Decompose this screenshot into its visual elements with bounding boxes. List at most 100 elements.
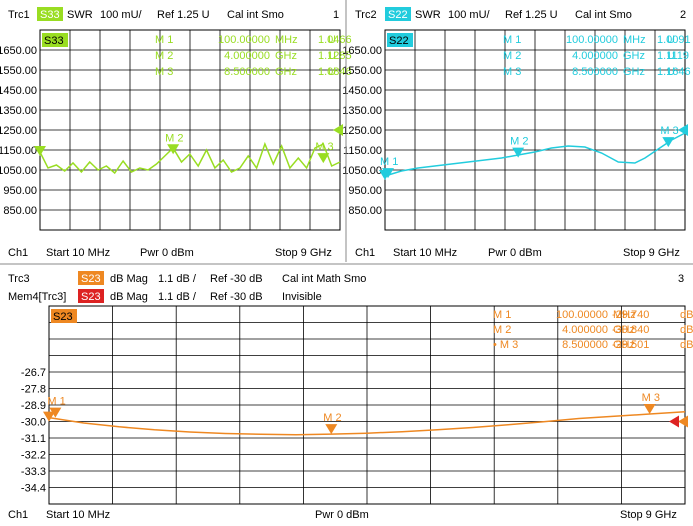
marker-readout-value: 1.1646 (657, 66, 691, 78)
marker-triangle[interactable] (325, 424, 338, 435)
marker-triangle[interactable] (317, 153, 330, 164)
marker-readout-value: -29.501 (612, 339, 649, 351)
trace-panel-1: Trc1 S33 SWR 100 mU/Ref 1.25 U Cal int Smo 1 8… (0, 7, 352, 259)
marker-label: M 3 (315, 141, 333, 153)
marker-readout-vunit: U (667, 50, 675, 62)
param-badge[interactable] (385, 7, 411, 21)
ref-level-arrow (333, 124, 343, 136)
y-tick-label: 1450.00 (0, 85, 37, 97)
marker-readout-unit: MHz (275, 34, 298, 46)
y-tick-label: 1250.00 (0, 125, 37, 137)
ref-level-arrow (678, 124, 688, 136)
marker-readout-name: M 1 (155, 34, 173, 46)
y-tick-label: -28.9 (21, 400, 46, 412)
grid-trace-badge (42, 33, 68, 47)
trace-line (39, 141, 341, 175)
format-label: dB Mag (110, 273, 148, 285)
marker-readout-value: 1.0466 (318, 34, 352, 46)
y-tick-label: 950.00 (348, 185, 382, 197)
marker-readout-name: M 2 (493, 324, 511, 336)
marker-triangle[interactable] (643, 404, 656, 415)
memory-param-badge[interactable] (78, 289, 104, 303)
y-tick-label: 1350.00 (0, 105, 37, 117)
marker-readout-freq: 100.00000 (566, 34, 618, 46)
param-badge[interactable] (37, 7, 63, 21)
stop-freq-label: Stop 9 GHz (275, 247, 332, 259)
marker-readout-name: M 2 (503, 50, 521, 62)
marker-readout-row[interactable]: M 2 4.000000 GHz-30.840 dB (493, 324, 693, 336)
trace-panel-3: Trc3 S23 dB Mag 1.1 dB / Ref -30 dB Cal int M… (8, 271, 693, 521)
y-tick-label: 1450.00 (342, 85, 382, 97)
y-tick-label: -32.2 (21, 450, 46, 462)
grid-trace-label: S22 (389, 35, 409, 47)
trace-line (384, 132, 686, 177)
marker-readout-value: 1.1119 (657, 50, 689, 62)
marker-readout-vunit: dB (680, 309, 693, 321)
marker-triangle[interactable] (662, 137, 675, 148)
memory-ref-label: Ref -30 dB (210, 291, 263, 303)
memory-param-label: S23 (81, 291, 101, 303)
y-tick-label: 1150.00 (343, 145, 382, 157)
marker-readout-unit: GHz (613, 339, 635, 351)
marker-readout-value: 1.0846 (318, 66, 352, 78)
memory-scale-label: 1.1 dB / (158, 291, 197, 303)
marker-readout-name: M 3 (155, 66, 173, 78)
marker-readout-vunit: U (667, 66, 675, 78)
power-label: Pwr 0 dBm (140, 247, 194, 259)
marker-readout-name: • M 3 (493, 339, 518, 351)
start-arrow (379, 170, 391, 180)
marker-readout-unit: GHz (275, 50, 297, 62)
ref-label: Ref 1.25 U (157, 9, 210, 21)
marker-readout-name: M 3 (503, 66, 521, 78)
marker-readout-vunit: U (328, 66, 336, 78)
marker-readout-row[interactable]: • M 3 8.500000 GHz-29.501 dB (493, 339, 693, 351)
trace-panel-2: Trc2 S22 SWR 100 mU/Ref 1.25 U Cal int Smo 2 8… (342, 7, 691, 259)
marker-label: M 1 (47, 396, 65, 408)
param-badge[interactable] (78, 271, 104, 285)
grid-trace-label: S23 (53, 311, 73, 323)
y-tick-label: 1250.00 (342, 125, 382, 137)
marker-readout-unit: GHz (623, 66, 645, 78)
marker-triangle[interactable] (512, 147, 525, 158)
marker-readout-freq: 8.500000 (562, 339, 608, 351)
marker-readout-freq: 100.00000 (556, 309, 608, 321)
status-label: Cal int Math Smo (282, 273, 366, 285)
marker-triangle[interactable] (167, 144, 180, 155)
start-arrow (43, 411, 55, 422)
y-tick-label: 950.00 (3, 185, 37, 197)
marker-readout-freq: 4.000000 (562, 324, 608, 336)
memory-ref-arrow (669, 415, 679, 428)
marker-readout-freq: 4.000000 (224, 50, 270, 62)
panel-number: 3 (678, 273, 684, 285)
marker-readout-freq: 4.000000 (572, 50, 618, 62)
channel-label: Ch1 (8, 509, 28, 521)
y-tick-label: 1550.00 (0, 65, 37, 77)
marker-triangle[interactable] (49, 407, 62, 418)
trace-name: Trc3 (8, 273, 30, 285)
scale-label: 100 mU/ (448, 9, 491, 21)
marker-readout-value: 1.0091 (657, 34, 691, 46)
memory-trace-name: Mem4[Trc3] (8, 291, 66, 303)
marker-readout-value: -30.840 (612, 324, 649, 336)
status-label: Cal int Smo (575, 9, 632, 21)
marker-readout-row[interactable]: M 1 100.00000 MHz-29.740 dB (493, 309, 693, 321)
y-tick-label: -26.7 (21, 367, 46, 379)
marker-readout-vunit: U (328, 34, 336, 46)
ref-level-arrow (678, 415, 688, 428)
y-tick-label: 1050.00 (342, 165, 382, 177)
memory-format-label: dB Mag (110, 291, 148, 303)
format-label: SWR (415, 9, 441, 21)
stop-freq-label: Stop 9 GHz (623, 247, 680, 259)
start-freq-label: Start 10 MHz (46, 247, 110, 259)
start-arrow (34, 146, 46, 156)
grid-trace-badge (51, 309, 77, 323)
marker-readout-vunit: U (667, 34, 675, 46)
y-tick-label: -27.8 (21, 384, 46, 396)
start-freq-label: Start 10 MHz (393, 247, 457, 259)
